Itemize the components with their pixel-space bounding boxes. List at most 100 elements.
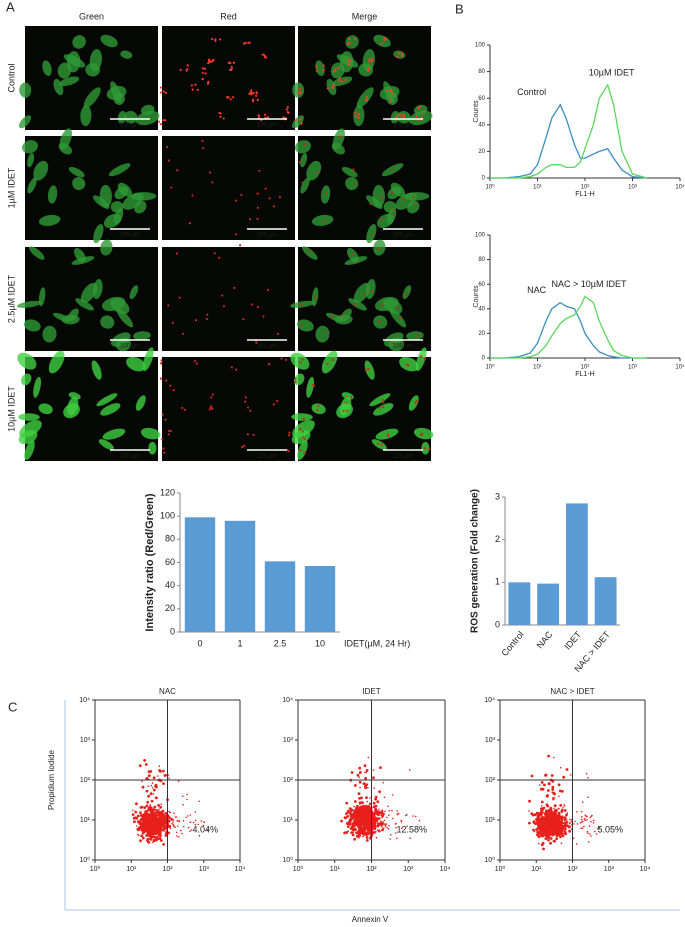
red-spot bbox=[301, 430, 304, 433]
event-dot bbox=[140, 834, 144, 838]
red-spot bbox=[315, 171, 319, 174]
cell bbox=[100, 403, 121, 416]
cell bbox=[27, 177, 37, 194]
event-dot bbox=[382, 781, 385, 784]
x-tick-label: 10⁴ bbox=[235, 866, 246, 873]
cell bbox=[114, 186, 128, 200]
red-spot bbox=[167, 433, 170, 436]
event-dot bbox=[554, 814, 558, 818]
event-dot bbox=[161, 809, 165, 813]
event-dot bbox=[200, 820, 203, 822]
scale-bar-label: 100 µm bbox=[120, 123, 140, 129]
event-dot bbox=[414, 815, 417, 818]
red-spot bbox=[418, 106, 421, 109]
event-dot bbox=[155, 836, 159, 839]
cell bbox=[72, 177, 86, 191]
event-dot bbox=[347, 830, 350, 832]
event-dot bbox=[169, 827, 172, 829]
cell bbox=[80, 105, 92, 127]
event-dot bbox=[409, 837, 411, 839]
event-dot bbox=[161, 816, 163, 818]
red-spot bbox=[322, 69, 325, 72]
red-spot bbox=[205, 317, 209, 321]
quadrant-percent: 4.04% bbox=[193, 824, 219, 834]
event-dot bbox=[528, 810, 530, 812]
x-tick-label: 10¹ bbox=[531, 866, 542, 873]
red-spot bbox=[159, 91, 163, 94]
event-dot bbox=[136, 814, 140, 818]
y-tick-label: 2 bbox=[495, 534, 500, 544]
x-tick-label: 10¹ bbox=[533, 365, 542, 371]
cell bbox=[42, 60, 52, 77]
bar bbox=[508, 582, 531, 625]
red-spot bbox=[262, 315, 265, 318]
event-dot bbox=[194, 819, 197, 822]
event-dot bbox=[169, 811, 172, 814]
cell bbox=[373, 239, 386, 256]
event-dot bbox=[367, 824, 371, 828]
red-spot bbox=[261, 53, 264, 56]
red-spot bbox=[249, 218, 252, 221]
event-dot bbox=[154, 811, 158, 815]
event-dot bbox=[373, 787, 376, 789]
red-spot bbox=[272, 205, 275, 208]
x-tick-label: 10⁰ bbox=[485, 364, 495, 371]
event-dot bbox=[558, 789, 562, 793]
event-dot bbox=[155, 831, 159, 834]
event-dot bbox=[164, 812, 168, 815]
event-dot bbox=[368, 831, 372, 835]
event-dot bbox=[172, 824, 175, 827]
red-spot bbox=[288, 434, 291, 437]
event-dot bbox=[153, 805, 157, 809]
event-dot bbox=[396, 837, 398, 840]
cell bbox=[17, 352, 37, 370]
event-dot bbox=[563, 816, 567, 819]
cell bbox=[63, 403, 80, 419]
event-dot bbox=[561, 815, 564, 817]
cell bbox=[135, 110, 160, 126]
red-spot bbox=[315, 65, 318, 68]
event-dot bbox=[386, 826, 388, 829]
event-dot bbox=[150, 816, 152, 819]
event-dot bbox=[358, 837, 360, 839]
y-tick-label: 100 bbox=[160, 511, 175, 521]
red-spot bbox=[415, 114, 418, 118]
y-tick-label: 10³ bbox=[485, 737, 496, 744]
event-dot bbox=[154, 796, 158, 800]
event-dot bbox=[382, 822, 385, 825]
cell bbox=[372, 184, 385, 208]
event-dot bbox=[581, 801, 584, 804]
event-dot bbox=[135, 802, 138, 806]
red-spot bbox=[323, 220, 326, 223]
event-dot bbox=[153, 836, 155, 838]
event-dot bbox=[147, 794, 151, 798]
event-dot bbox=[564, 831, 566, 833]
event-dot bbox=[152, 793, 155, 795]
cell bbox=[115, 337, 131, 352]
event-dot bbox=[561, 834, 565, 838]
cell bbox=[100, 34, 118, 48]
event-dot bbox=[540, 817, 543, 819]
event-dot bbox=[150, 824, 154, 828]
cell bbox=[18, 413, 40, 421]
scale-bar-label: 100 µm bbox=[393, 454, 413, 460]
event-dot bbox=[157, 823, 160, 826]
event-cloud bbox=[528, 754, 601, 851]
event-dot bbox=[365, 769, 369, 772]
event-dot bbox=[354, 815, 358, 819]
event-dot bbox=[190, 829, 193, 831]
row-label: Control bbox=[6, 63, 16, 92]
bar bbox=[594, 577, 617, 625]
event-dot bbox=[376, 824, 380, 828]
red-spot bbox=[211, 37, 214, 41]
cell bbox=[339, 51, 354, 73]
red-spot bbox=[159, 377, 163, 380]
red-spot bbox=[171, 321, 174, 324]
y-tick-label: 40 bbox=[165, 580, 175, 590]
scale-bar-label: 100 µm bbox=[257, 123, 277, 129]
event-dot bbox=[346, 815, 350, 818]
y-tick-label: 10³ bbox=[80, 737, 91, 744]
event-dot bbox=[133, 820, 136, 824]
event-dot bbox=[547, 754, 550, 758]
red-spot bbox=[377, 442, 380, 445]
